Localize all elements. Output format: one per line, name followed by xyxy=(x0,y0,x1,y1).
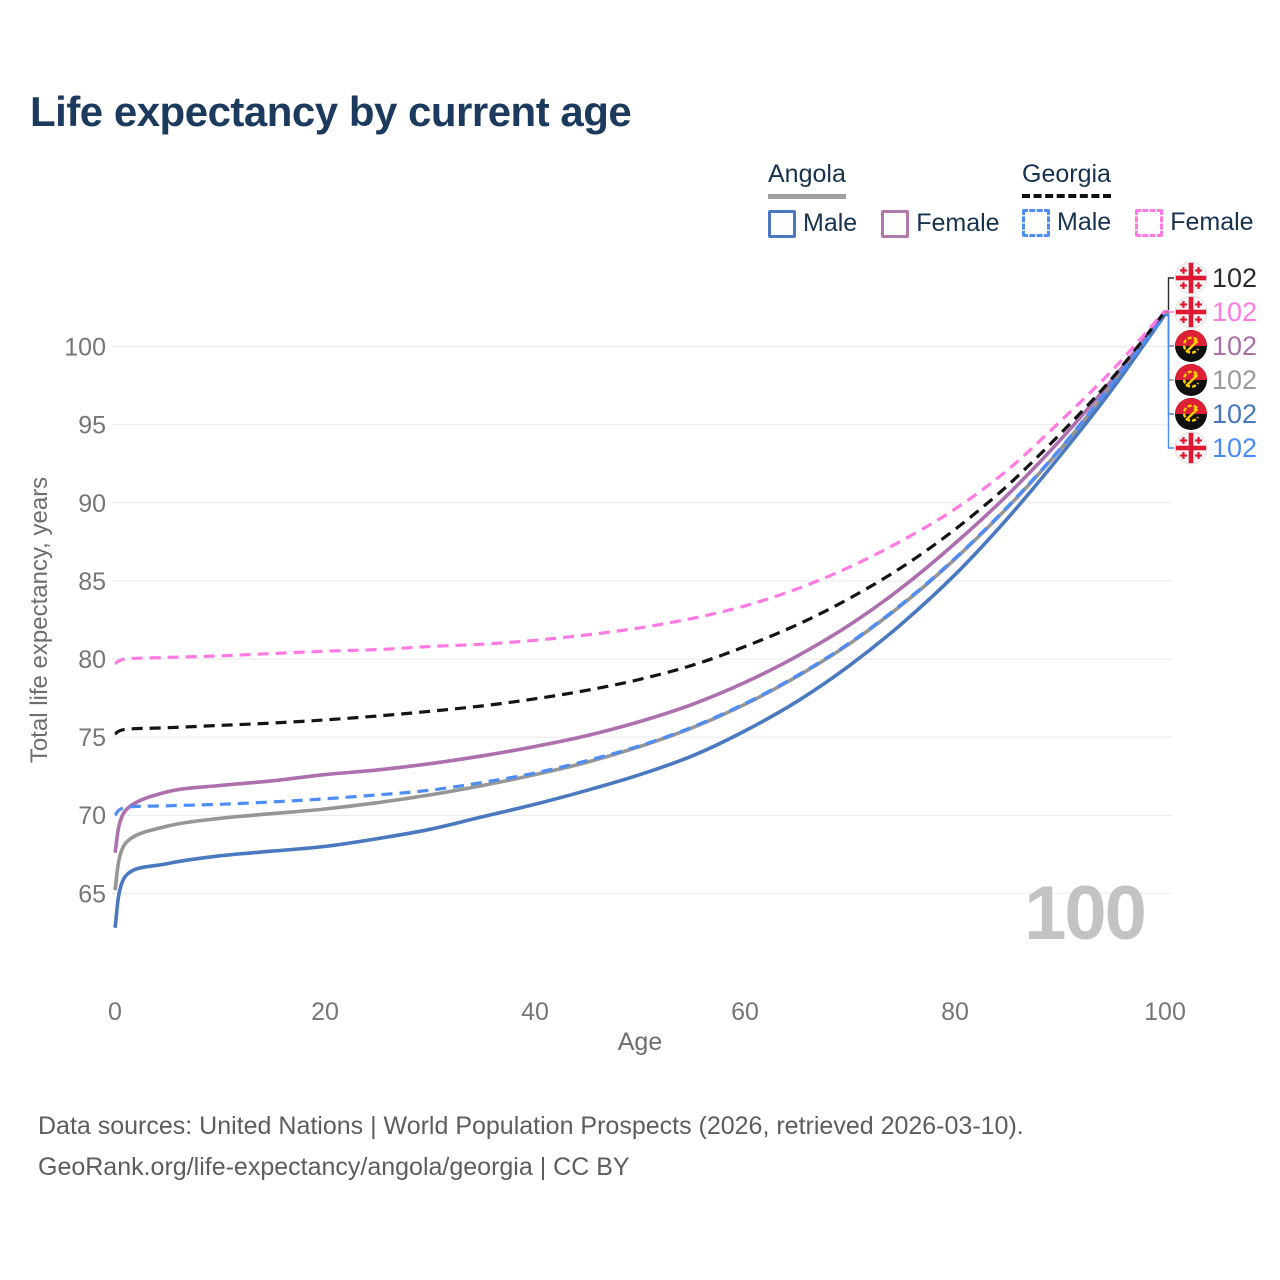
angola-flag-icon xyxy=(1175,398,1207,430)
legend-country-angola[interactable]: Angola xyxy=(768,160,846,199)
series-line-angola_both[interactable] xyxy=(113,312,1167,891)
legend-item-angola-female: Female xyxy=(881,209,1000,238)
series-line-georgia_both[interactable] xyxy=(114,310,1167,736)
hover-age-watermark: 100 xyxy=(1024,871,1147,956)
series-line-angola_female[interactable] xyxy=(113,311,1167,854)
x-axis-tick-labels: 0 20 40 60 80 100 xyxy=(108,998,1186,1026)
x-axis-title: Age xyxy=(618,1028,662,1056)
end-of-line-labels: 102 102 102 102 102 102 xyxy=(1165,261,1257,465)
y-axis-title: Total life expectancy, years xyxy=(26,477,53,763)
georgia-flag-icon xyxy=(1174,431,1208,465)
y-tick-label: 100 xyxy=(64,334,106,362)
footer-sources: Data sources: United Nations | World Pop… xyxy=(38,1112,1024,1140)
series-line-georgia_male[interactable] xyxy=(113,314,1167,817)
end-label-value: 102 xyxy=(1212,399,1257,429)
page-title: Life expectancy by current age xyxy=(30,88,632,135)
legend-item-label: Female xyxy=(1170,208,1254,236)
x-tick-label: 60 xyxy=(731,998,759,1026)
legend-group-angola: Angola Male Female xyxy=(768,160,1024,238)
legend-item-georgia-male: Male xyxy=(1022,208,1111,237)
end-label-leader xyxy=(1165,310,1174,313)
legend-item-angola-male: Male xyxy=(768,209,857,238)
angola-flag-icon xyxy=(1175,330,1207,362)
y-tick-label: 70 xyxy=(78,802,106,830)
end-label-value: 102 xyxy=(1212,331,1257,361)
x-tick-label: 0 xyxy=(108,998,122,1026)
end-label-value: 102 xyxy=(1212,297,1257,327)
y-tick-label: 95 xyxy=(78,412,106,440)
y-tick-label: 90 xyxy=(78,490,106,518)
series-lines xyxy=(113,309,1167,929)
x-tick-label: 40 xyxy=(521,998,549,1026)
angola-female-swatch-icon[interactable] xyxy=(881,209,910,238)
angola-male-swatch-icon[interactable] xyxy=(768,209,796,238)
end-label-value: 102 xyxy=(1212,263,1257,293)
gridlines xyxy=(112,346,1172,894)
georgia-flag-icon xyxy=(1174,261,1208,295)
x-tick-label: 100 xyxy=(1144,998,1186,1026)
end-label-leader xyxy=(1165,311,1174,347)
georgia-flag-icon xyxy=(1174,295,1208,329)
end-label-leader xyxy=(1165,313,1174,415)
series-line-georgia_female[interactable] xyxy=(114,309,1167,666)
georgia-female-swatch-icon[interactable] xyxy=(1135,208,1164,237)
y-tick-label: 80 xyxy=(78,646,106,674)
georgia-male-swatch-icon[interactable] xyxy=(1022,208,1050,237)
legend-item-label: Male xyxy=(1057,208,1112,236)
y-axis-tick-labels: 65 70 75 80 85 90 95 100 xyxy=(64,334,106,909)
end-label-leader xyxy=(1165,277,1174,313)
y-tick-label: 65 xyxy=(78,880,106,908)
y-tick-label: 85 xyxy=(78,568,106,596)
angola-flag-icon xyxy=(1175,364,1207,396)
x-tick-label: 20 xyxy=(311,998,339,1026)
y-tick-label: 75 xyxy=(78,724,106,752)
footer: Data sources: United Nations | World Pop… xyxy=(38,1106,1024,1188)
legend-item-georgia-female: Female xyxy=(1135,208,1254,237)
legend-item-label: Male xyxy=(803,209,858,237)
end-label-value: 102 xyxy=(1212,365,1257,395)
series-line-angola_male[interactable] xyxy=(113,313,1167,929)
end-label-leader xyxy=(1165,314,1174,449)
legend-item-label: Female xyxy=(916,209,1000,237)
end-label-value: 102 xyxy=(1212,433,1257,463)
legend-country-georgia[interactable]: Georgia xyxy=(1022,160,1111,198)
x-tick-label: 80 xyxy=(941,998,969,1026)
legend-group-georgia: Georgia Male Female xyxy=(1022,160,1278,237)
footer-link: GeoRank.org/life-expectancy/angola/georg… xyxy=(38,1153,630,1181)
